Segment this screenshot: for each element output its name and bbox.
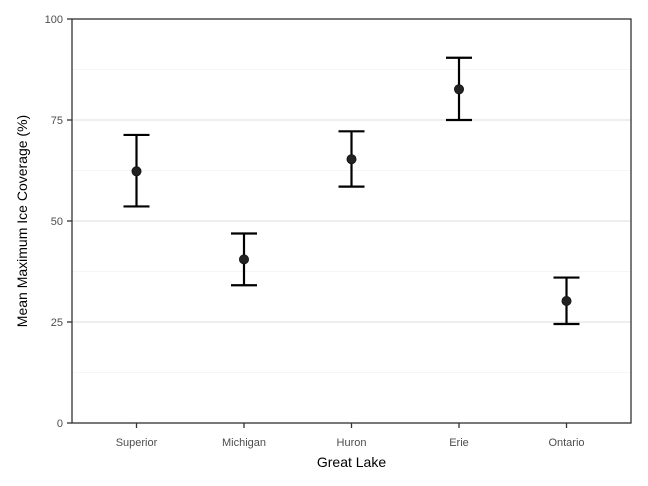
data-point (453, 84, 464, 95)
y-tick-label: 75 (51, 115, 63, 127)
data-point (238, 254, 249, 265)
data-point (131, 166, 142, 177)
y-axis-title: Mean Maximum Ice Coverage (%) (14, 115, 30, 327)
x-tick-label: Michigan (222, 437, 266, 449)
errorbar-group (338, 130, 365, 188)
x-tick-label: Superior (116, 437, 158, 449)
data-marks (123, 56, 580, 326)
x-axis-title: Great Lake (317, 454, 386, 470)
y-axis-ticks: 0 25 50 75 100 (45, 14, 72, 430)
y-tick-label: 0 (57, 418, 63, 430)
plot-panel-border (71, 18, 632, 424)
y-tick-label: 50 (51, 216, 63, 228)
errorbar-group (231, 232, 257, 287)
y-tick-label: 100 (45, 14, 63, 26)
y-tick-label: 25 (51, 317, 63, 329)
x-tick-label: Erie (449, 437, 469, 449)
x-tick-label: Huron (337, 437, 367, 449)
errorbar-group (123, 133, 150, 208)
x-axis-ticks: Superior Michigan Huron Erie Ontario (116, 423, 585, 449)
data-point (346, 154, 357, 165)
gridlines (72, 18, 631, 424)
errorbar-group (553, 276, 580, 326)
errorbar-group (446, 56, 472, 122)
x-tick-label: Ontario (548, 437, 584, 449)
data-point (561, 295, 572, 306)
